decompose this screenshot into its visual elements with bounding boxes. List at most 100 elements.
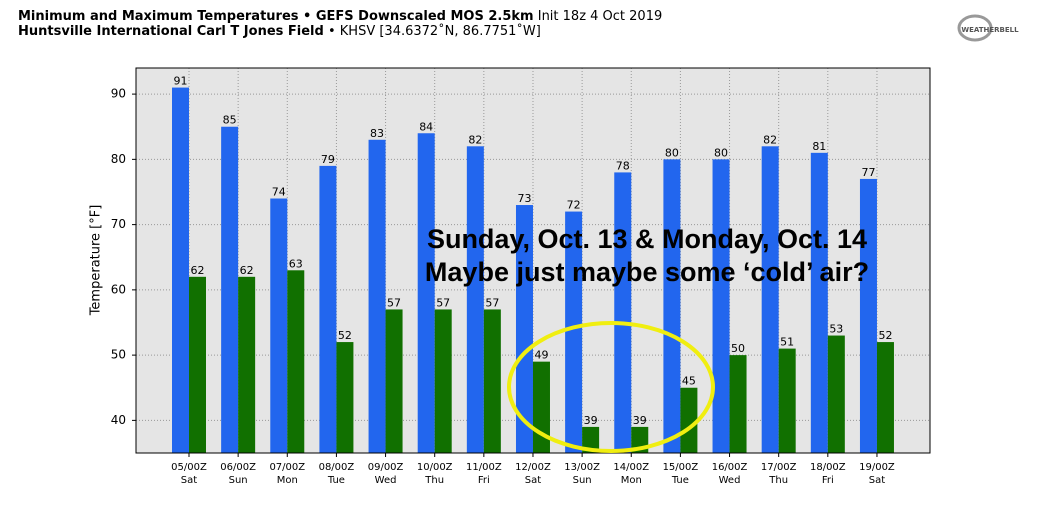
bar xyxy=(417,133,435,453)
x-tick-label: 10/00Z xyxy=(417,462,453,473)
y-tick-label: 90 xyxy=(111,87,126,101)
chart-subtitle-line: Huntsville International Carl T Jones Fi… xyxy=(18,23,541,39)
value-label: 57 xyxy=(485,296,499,309)
logo: WEATHERBELL xyxy=(961,26,1019,34)
x-tick-label: 08/00Z xyxy=(319,462,355,473)
value-label: 39 xyxy=(584,414,598,427)
bar xyxy=(565,211,583,453)
y-tick-label: 70 xyxy=(111,217,126,231)
bar xyxy=(859,178,877,454)
chart-subtitle: Huntsville International Carl T Jones Fi… xyxy=(18,24,324,39)
x-tick-day: Tue xyxy=(327,475,345,486)
y-tick-label: 60 xyxy=(111,282,126,296)
value-label: 57 xyxy=(436,296,450,309)
value-label: 74 xyxy=(272,186,286,199)
x-tick-label: 12/00Z xyxy=(515,462,551,473)
x-tick-day: Sat xyxy=(181,475,197,486)
bar xyxy=(270,198,288,453)
value-label: 78 xyxy=(616,159,630,172)
x-tick-day: Wed xyxy=(375,475,397,486)
value-label: 79 xyxy=(321,153,335,166)
annotation: Maybe just maybe some ‘cold’ air? xyxy=(425,257,869,287)
bar xyxy=(466,146,484,453)
y-tick-label: 40 xyxy=(111,413,126,427)
bar xyxy=(368,139,386,453)
value-label: 63 xyxy=(289,257,303,270)
x-tick-label: 17/00Z xyxy=(761,462,797,473)
bar xyxy=(483,309,501,453)
x-tick-day: Sun xyxy=(573,475,592,486)
x-tick-day: Mon xyxy=(277,475,298,486)
value-label: 51 xyxy=(780,336,794,349)
value-label: 45 xyxy=(682,375,696,388)
x-tick-day: Thu xyxy=(768,475,788,486)
x-tick-day: Sun xyxy=(229,475,248,486)
x-tick-day: Fri xyxy=(478,475,490,486)
bar xyxy=(336,342,354,453)
x-tick-day: Sat xyxy=(525,475,541,486)
y-axis-label: Temperature [°F] xyxy=(89,205,104,317)
value-label: 84 xyxy=(419,120,433,133)
bar xyxy=(761,146,779,453)
value-label: 80 xyxy=(665,146,679,159)
chart-title-line: Minimum and Maximum Temperatures • GEFS … xyxy=(18,9,662,24)
x-tick-label: 14/00Z xyxy=(613,462,649,473)
value-label: 77 xyxy=(861,166,875,179)
highlight-circle xyxy=(507,321,715,453)
value-label: 52 xyxy=(878,329,892,342)
value-label: 49 xyxy=(534,349,548,362)
value-label: 82 xyxy=(468,133,482,146)
value-label: 83 xyxy=(370,127,384,140)
logo-swirl xyxy=(957,14,993,42)
value-label: 80 xyxy=(714,146,728,159)
x-tick-day: Wed xyxy=(719,475,741,486)
x-tick-label: 19/00Z xyxy=(859,462,895,473)
bar xyxy=(827,335,845,453)
value-label: 73 xyxy=(517,192,531,205)
value-label: 57 xyxy=(387,296,401,309)
bar xyxy=(663,159,681,453)
bar xyxy=(319,165,337,454)
bar xyxy=(238,276,256,453)
y-tick-label: 80 xyxy=(111,152,126,166)
bar xyxy=(729,355,747,453)
value-label: 39 xyxy=(633,414,647,427)
x-tick-day: Fri xyxy=(822,475,834,486)
bar xyxy=(434,309,452,453)
chart-title: Minimum and Maximum Temperatures • GEFS … xyxy=(18,9,534,24)
bar xyxy=(582,426,600,453)
bar xyxy=(712,159,730,453)
value-label: 62 xyxy=(191,264,205,277)
value-label: 91 xyxy=(174,75,188,88)
station-note: • KHSV [34.6372˚N, 86.7751˚W] xyxy=(328,23,541,39)
bar xyxy=(778,348,796,453)
x-tick-label: 11/00Z xyxy=(466,462,502,473)
x-tick-label: 06/00Z xyxy=(220,462,256,473)
value-label: 82 xyxy=(763,133,777,146)
bar xyxy=(287,270,305,453)
bar xyxy=(189,276,206,453)
annotation: Sunday, Oct. 13 & Monday, Oct. 14 xyxy=(427,224,867,254)
y-tick-label: 50 xyxy=(111,348,126,362)
bar xyxy=(810,152,828,453)
bar xyxy=(385,309,403,453)
value-label: 50 xyxy=(731,342,745,355)
bar xyxy=(221,126,239,453)
x-tick-day: Tue xyxy=(671,475,689,486)
x-tick-label: 18/00Z xyxy=(810,462,846,473)
x-tick-day: Sat xyxy=(869,475,885,486)
bar xyxy=(614,172,632,453)
x-tick-label: 13/00Z xyxy=(564,462,600,473)
x-tick-label: 15/00Z xyxy=(663,462,699,473)
x-tick-label: 09/00Z xyxy=(368,462,404,473)
value-label: 81 xyxy=(812,140,826,153)
x-tick-label: 07/00Z xyxy=(269,462,305,473)
value-label: 52 xyxy=(338,329,352,342)
bar xyxy=(876,342,894,453)
x-tick-label: 05/00Z xyxy=(171,462,207,473)
value-label: 53 xyxy=(829,323,843,336)
value-label: 85 xyxy=(223,114,237,127)
init-note: Init 18z 4 Oct 2019 xyxy=(538,9,663,24)
x-tick-day: Thu xyxy=(424,475,444,486)
